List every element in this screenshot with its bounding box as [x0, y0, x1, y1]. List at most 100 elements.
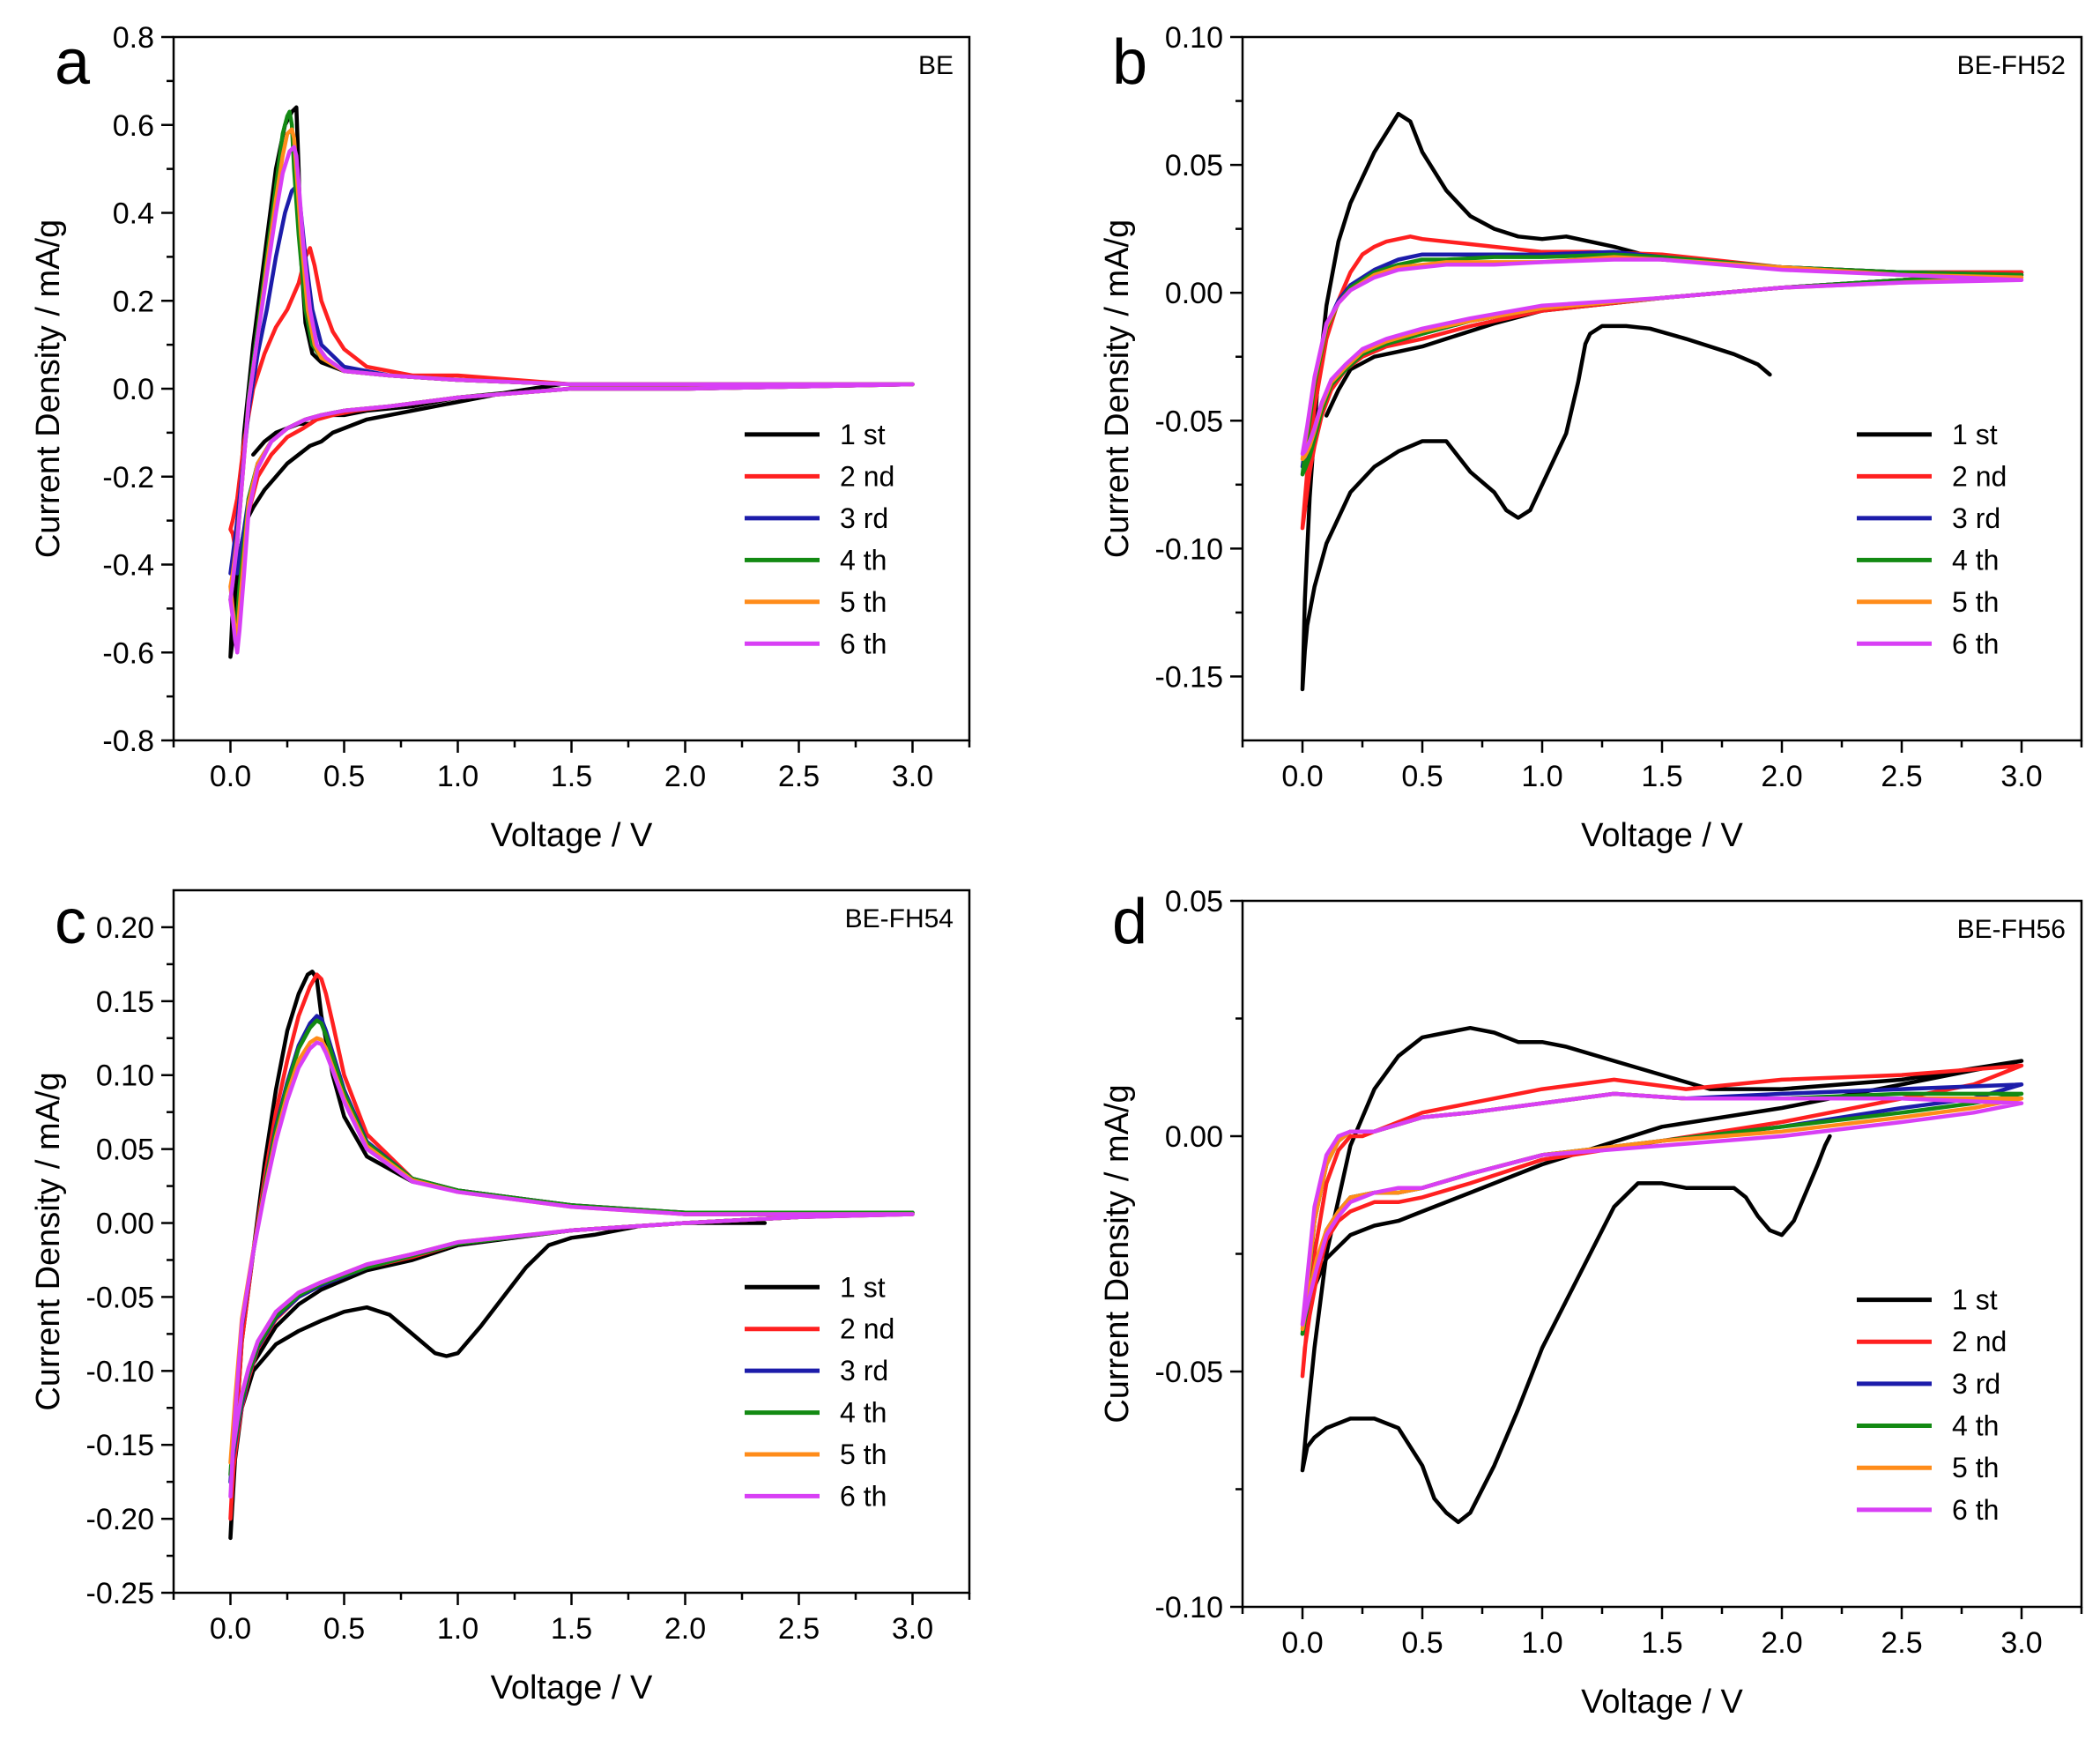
- x-tick-label: 0.0: [1281, 760, 1323, 793]
- x-tick-label: 3.0: [2000, 1626, 2042, 1660]
- x-axis-title: Voltage / V: [491, 1669, 653, 1706]
- x-tick-label: 0.5: [1401, 760, 1443, 793]
- panel-b: 0.0 0.5 1.0 1.5 2.0 2.5 3.0 -0.15 -0.10 -0.05 0.00…: [1099, 21, 2083, 854]
- x-axis-title: Voltage / V: [1581, 817, 1743, 854]
- series-line-5th: [1300, 1091, 2024, 1332]
- x-tick-label: 2.0: [664, 760, 706, 793]
- y-tick-label: -0.05: [1155, 405, 1224, 438]
- y-tick-label: 0.2: [113, 285, 154, 318]
- x-axis-title: Voltage / V: [1581, 1684, 1743, 1721]
- legend-label: 6 th: [1952, 1494, 1999, 1526]
- legend-label: 2 nd: [840, 1313, 894, 1345]
- curves: [1300, 1025, 2024, 1525]
- legend-label: 1 st: [1952, 419, 1998, 450]
- series-line-4th: [228, 109, 915, 633]
- legend-label: 5 th: [840, 1439, 887, 1470]
- y-tick-label: -0.4: [102, 549, 154, 583]
- legend-label: 2 nd: [840, 460, 894, 492]
- x-tick-label: 0.0: [210, 760, 251, 793]
- x-tick-label: 0.5: [323, 760, 365, 793]
- x-tick-label: 3.0: [892, 1612, 933, 1646]
- legend: 1 st 2 nd 3 rd 4 th 5 th 6 th: [745, 1271, 894, 1512]
- x-tick-label: 0.0: [210, 1612, 251, 1646]
- legend-label: 1 st: [840, 1271, 886, 1303]
- legend-label: 1 st: [1952, 1284, 1998, 1316]
- legend-label: 4 th: [1952, 544, 1999, 576]
- x-tick-label: 2.5: [778, 1612, 820, 1646]
- y-tick-label: -0.05: [86, 1281, 155, 1314]
- y-axis-title: Current Density / mA/g: [1099, 1084, 1136, 1423]
- panel-letter: b: [1112, 27, 1147, 98]
- legend-label: 1 st: [840, 419, 886, 450]
- x-tick-label: 1.0: [1521, 1626, 1562, 1660]
- legend-label: 4 th: [1952, 1410, 1999, 1442]
- x-tick-label: 2.5: [778, 760, 820, 793]
- legend: 1 st 2 nd 3 rd 4 th 5 th 6 th: [1857, 1284, 2007, 1526]
- curves: [228, 105, 915, 659]
- series-line-4th: [228, 1018, 915, 1477]
- legend-label: 6 th: [1952, 628, 1999, 659]
- series-line-6th: [1300, 257, 2024, 457]
- y-tick-label: -0.10: [1155, 532, 1224, 566]
- panel-letter: c: [55, 887, 86, 957]
- x-axis-title: Voltage / V: [491, 817, 653, 854]
- panel-letter: d: [1112, 887, 1147, 957]
- x-tick-label: 1.5: [551, 760, 592, 793]
- y-tick-label: 0.6: [113, 109, 154, 143]
- y-tick-label: -0.20: [86, 1503, 155, 1536]
- x-tick-label: 0.5: [323, 1612, 365, 1646]
- series-line-5th: [228, 1036, 915, 1465]
- y-axis-title: Current Density / mA/g: [1099, 219, 1136, 558]
- x-tick-label: 2.5: [1881, 760, 1922, 793]
- sample-label: BE-FH54: [845, 904, 954, 933]
- y-tick-label: 0.05: [1165, 885, 1223, 918]
- y-tick-label: 0.10: [96, 1059, 154, 1093]
- y-tick-label: -0.15: [1155, 660, 1224, 694]
- y-axis-title: Current Density / mA/g: [30, 1072, 67, 1410]
- series-line-5th: [1300, 255, 2024, 462]
- legend-label: 4 th: [840, 544, 887, 576]
- x-tick-label: 2.0: [1761, 760, 1802, 793]
- legend-label: 3 rd: [840, 1355, 888, 1387]
- y-tick-label: 0.00: [1165, 277, 1223, 310]
- legend: 1 st 2 nd 3 rd 4 th 5 th 6 th: [745, 419, 894, 659]
- series-line-2nd: [1300, 1063, 2024, 1379]
- y-tick-label: 0.00: [1165, 1120, 1223, 1154]
- y-tick-label: -0.2: [102, 461, 154, 494]
- x-tick-label: 2.0: [1761, 1626, 1802, 1660]
- legend-label: 6 th: [840, 1480, 887, 1512]
- panel-d: 0.0 0.5 1.0 1.5 2.0 2.5 3.0 -0.10 -0.05 0.00 0.05 V…: [1099, 885, 2083, 1721]
- y-tick-label: 0.05: [96, 1134, 154, 1167]
- panel-letter: a: [55, 27, 91, 98]
- x-tick-label: 1.5: [551, 1612, 592, 1646]
- y-tick-label: 0.15: [96, 985, 154, 1019]
- x-tick-label: 1.0: [1521, 760, 1562, 793]
- y-tick-label: 0.20: [96, 911, 154, 945]
- y-tick-label: -0.8: [102, 725, 154, 758]
- x-tick-label: 0.5: [1401, 1626, 1443, 1660]
- series-line-6th: [228, 145, 915, 655]
- x-tick-label: 2.0: [664, 1612, 706, 1646]
- y-tick-label: 0.0: [113, 373, 154, 406]
- legend-label: 2 nd: [1952, 460, 2007, 492]
- x-tick-label: 2.5: [1881, 1626, 1922, 1660]
- legend-label: 3 rd: [1952, 502, 2000, 534]
- series-line-3rd: [228, 184, 915, 576]
- y-tick-label: -0.05: [1155, 1356, 1224, 1389]
- legend-label: 3 rd: [1952, 1368, 2000, 1400]
- legend-label: 2 nd: [1952, 1326, 2007, 1357]
- series-line-2nd: [228, 246, 915, 567]
- y-tick-label: 0.00: [96, 1208, 154, 1241]
- legend-label: 6 th: [840, 628, 887, 659]
- series-line-6th: [1300, 1091, 2024, 1327]
- x-tick-label: 3.0: [2000, 760, 2042, 793]
- y-tick-label: -0.10: [86, 1355, 155, 1388]
- x-tick-label: 1.5: [1641, 760, 1682, 793]
- sample-label: BE-FH52: [1957, 51, 2066, 80]
- y-tick-label: 0.8: [113, 21, 154, 55]
- sample-label: BE-FH56: [1957, 915, 2066, 944]
- curves: [1300, 111, 2024, 692]
- y-tick-label: 0.10: [1165, 21, 1223, 55]
- y-tick-label: -0.25: [86, 1577, 155, 1610]
- panel-c: 0.0 0.5 1.0 1.5 2.0 2.5 3.0 -0.25 -0.20 -0.15 -0.1…: [30, 887, 971, 1706]
